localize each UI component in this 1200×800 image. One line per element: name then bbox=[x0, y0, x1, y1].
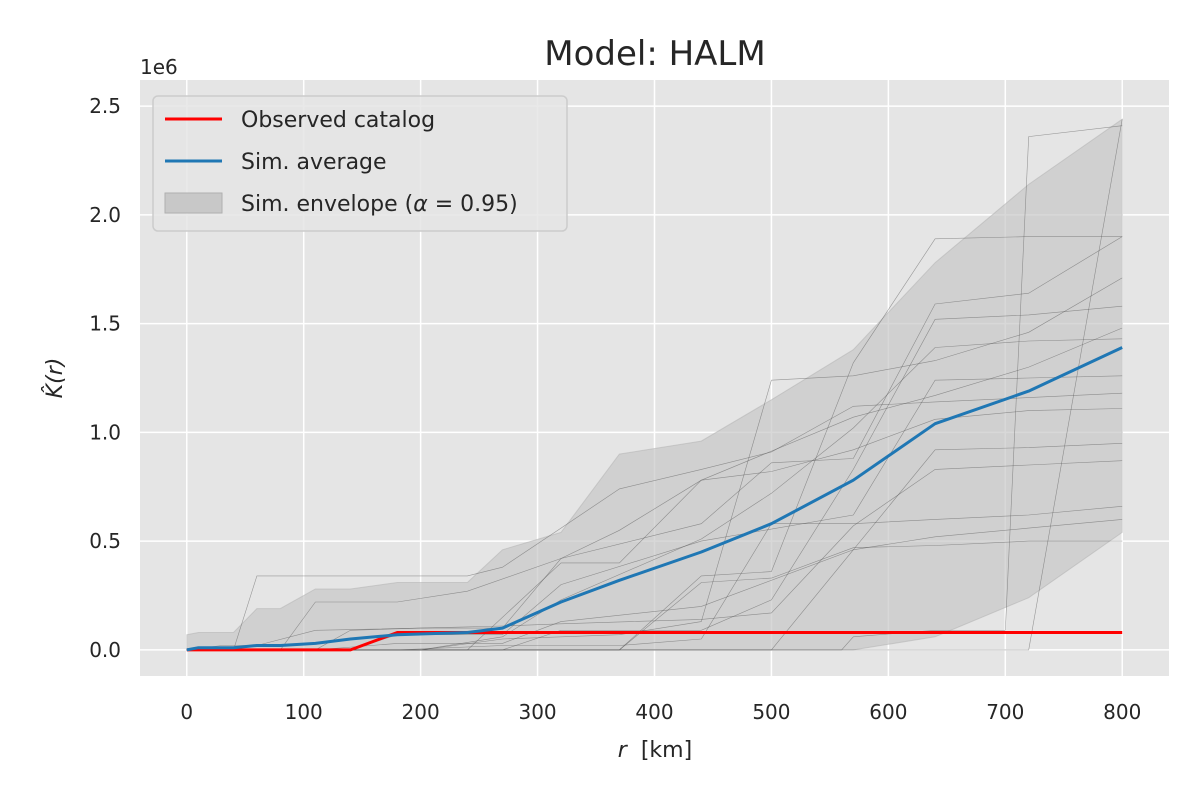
simulation-line bbox=[186, 236, 1123, 651]
simulation-line bbox=[186, 519, 1123, 651]
y-tick-label: 1.5 bbox=[89, 312, 121, 336]
simulation-line bbox=[186, 327, 1123, 651]
legend: Observed catalog Sim. average Sim. envel… bbox=[152, 95, 568, 232]
legend-envelope-label: Sim. envelope (α = 0.95) bbox=[241, 192, 518, 217]
legend-envelope-suffix: = 0.95) bbox=[428, 192, 518, 217]
x-axis-ticks: 0 100 200 300 400 500 600 700 800 bbox=[180, 700, 1141, 724]
x-axis-label-unit: [km] bbox=[641, 738, 692, 763]
simulation-lines bbox=[186, 119, 1123, 651]
x-tick-label: 200 bbox=[402, 700, 440, 724]
x-tick-label: 500 bbox=[752, 700, 790, 724]
x-tick-label: 300 bbox=[518, 700, 556, 724]
x-tick-label: 800 bbox=[1103, 700, 1141, 724]
simulation-line bbox=[186, 305, 1123, 651]
y-tick-label: 0.0 bbox=[89, 638, 121, 662]
x-tick-label: 100 bbox=[285, 700, 323, 724]
y-axis-label: K̂(r) bbox=[42, 358, 68, 399]
simulation-line bbox=[186, 338, 1123, 651]
x-tick-label: 400 bbox=[635, 700, 673, 724]
y-offset-label: 1e6 bbox=[140, 55, 178, 79]
chart-title: Model: HALM bbox=[544, 34, 765, 74]
x-tick-label: 600 bbox=[869, 700, 907, 724]
x-tick-label: 0 bbox=[180, 700, 193, 724]
simulation-line bbox=[186, 392, 1123, 651]
legend-envelope-alpha: α bbox=[413, 192, 428, 217]
y-tick-label: 0.5 bbox=[89, 529, 121, 553]
simulation-line bbox=[186, 277, 1123, 651]
legend-observed-label: Observed catalog bbox=[241, 108, 435, 133]
x-axis-label-var: r bbox=[618, 738, 629, 763]
x-tick-label: 700 bbox=[986, 700, 1024, 724]
simulation-line bbox=[186, 506, 1123, 651]
legend-box bbox=[152, 95, 568, 232]
y-tick-label: 2.5 bbox=[89, 94, 121, 118]
legend-average-label: Sim. average bbox=[241, 150, 387, 175]
legend-envelope-prefix: Sim. envelope ( bbox=[241, 192, 413, 217]
y-axis-ticks: 0.0 0.5 1.0 1.5 2.0 2.5 bbox=[89, 94, 121, 662]
simulation-line bbox=[186, 540, 1123, 651]
legend-envelope-swatch bbox=[164, 192, 223, 214]
y-tick-label: 2.0 bbox=[89, 203, 121, 227]
simulation-line bbox=[186, 460, 1123, 651]
average-line bbox=[186, 346, 1123, 652]
y-tick-label: 1.0 bbox=[89, 420, 121, 444]
simulation-line bbox=[186, 408, 1123, 651]
x-axis-label: r [km] bbox=[618, 738, 692, 763]
